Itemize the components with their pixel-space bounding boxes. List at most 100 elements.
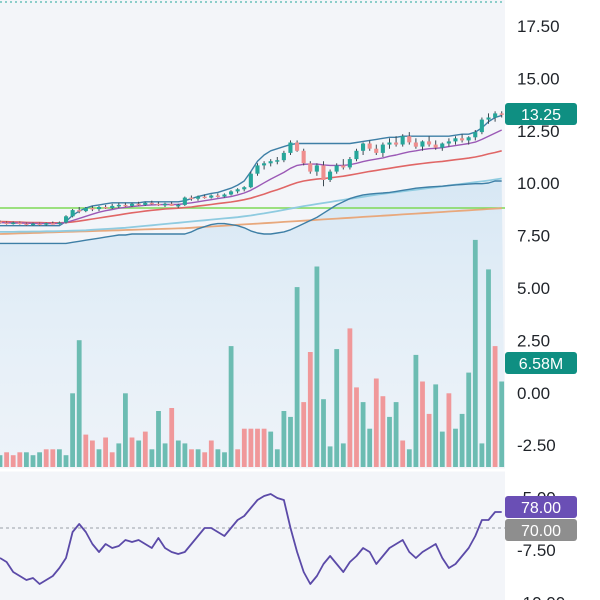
candle[interactable] (169, 201, 174, 206)
candle-body (334, 165, 339, 172)
candle[interactable] (70, 209, 75, 218)
candle[interactable] (196, 195, 201, 201)
volume-bar (142, 431, 148, 467)
volume-bar (103, 437, 108, 467)
candle[interactable] (380, 142, 385, 158)
candle[interactable] (328, 169, 333, 183)
candle[interactable] (182, 196, 187, 206)
candle[interactable] (37, 222, 42, 226)
candle[interactable] (466, 136, 471, 145)
candle[interactable] (334, 163, 339, 174)
candle-body (354, 150, 359, 160)
candle[interactable] (321, 161, 326, 187)
candle[interactable] (262, 161, 267, 170)
candle[interactable] (116, 202, 121, 208)
candle[interactable] (295, 140, 300, 152)
candle[interactable] (367, 140, 372, 151)
candle[interactable] (479, 117, 484, 135)
candle[interactable] (499, 111, 504, 118)
candle-body (281, 152, 286, 161)
volume-badge-bg (505, 352, 577, 374)
candle[interactable] (446, 138, 451, 147)
candle[interactable] (460, 134, 465, 143)
rsi-level-badge-label: 70.00 (521, 523, 561, 540)
volume-bar (453, 428, 458, 467)
candle[interactable] (486, 113, 491, 124)
ma-fast-line (0, 129, 502, 225)
candle[interactable] (235, 188, 240, 194)
candle[interactable] (149, 200, 154, 205)
candle[interactable] (394, 136, 399, 147)
candle[interactable] (110, 203, 115, 209)
candle[interactable] (413, 138, 418, 149)
candle[interactable] (354, 148, 359, 162)
candle[interactable] (347, 157, 352, 170)
candle[interactable] (308, 161, 313, 174)
candle[interactable] (44, 222, 49, 226)
candle[interactable] (31, 222, 36, 226)
candle[interactable] (176, 203, 181, 208)
candle[interactable] (229, 190, 234, 196)
candle[interactable] (50, 221, 55, 225)
candle[interactable] (77, 207, 82, 214)
candle[interactable] (83, 207, 88, 213)
candle[interactable] (407, 132, 412, 145)
candle-body (176, 204, 181, 207)
candle[interactable] (103, 204, 108, 209)
candle[interactable] (143, 201, 148, 206)
candle[interactable] (0, 220, 3, 224)
candle[interactable] (473, 130, 478, 141)
candle[interactable] (314, 163, 319, 176)
candlesticks[interactable] (0, 111, 504, 226)
candle[interactable] (97, 205, 102, 212)
candle[interactable] (222, 193, 227, 198)
candle[interactable] (209, 194, 214, 199)
candle[interactable] (130, 202, 135, 207)
volume-bar (241, 428, 247, 467)
candle-body (479, 119, 484, 133)
candle[interactable] (275, 157, 280, 165)
candle[interactable] (90, 205, 95, 212)
candle[interactable] (57, 221, 62, 225)
candle-body (103, 207, 108, 209)
candle[interactable] (202, 194, 207, 199)
candle[interactable] (123, 202, 128, 207)
candle[interactable] (156, 201, 161, 206)
candle[interactable] (453, 136, 458, 145)
candle[interactable] (288, 140, 293, 155)
candle[interactable] (17, 221, 22, 225)
candle[interactable] (215, 193, 220, 198)
candle[interactable] (248, 171, 253, 189)
candle[interactable] (400, 134, 405, 147)
volume-bar (182, 443, 188, 467)
candle[interactable] (189, 195, 194, 201)
candle-body (301, 150, 306, 164)
candle[interactable] (4, 221, 9, 225)
candle[interactable] (493, 111, 498, 122)
candle[interactable] (341, 159, 346, 170)
volume-bar (169, 408, 175, 467)
candle-body (420, 141, 425, 147)
candle[interactable] (420, 140, 425, 151)
candle[interactable] (301, 148, 306, 166)
candle[interactable] (361, 142, 366, 156)
candle[interactable] (387, 138, 392, 149)
candle[interactable] (440, 142, 445, 151)
candle-body (149, 202, 154, 205)
candle[interactable] (374, 144, 379, 155)
candle[interactable] (281, 150, 286, 163)
candle[interactable] (64, 215, 69, 224)
candle[interactable] (433, 140, 438, 150)
candle[interactable] (163, 202, 168, 207)
candle[interactable] (136, 201, 141, 206)
candle[interactable] (24, 222, 29, 226)
candle[interactable] (427, 136, 432, 147)
candle[interactable] (11, 221, 16, 225)
axis-badges: 13.25 6.58M 78.00 70.00 (505, 103, 577, 541)
candle-body (473, 132, 478, 138)
candle[interactable] (255, 163, 260, 176)
candle[interactable] (268, 159, 273, 167)
volume-bar (202, 452, 208, 467)
candle[interactable] (242, 186, 247, 192)
